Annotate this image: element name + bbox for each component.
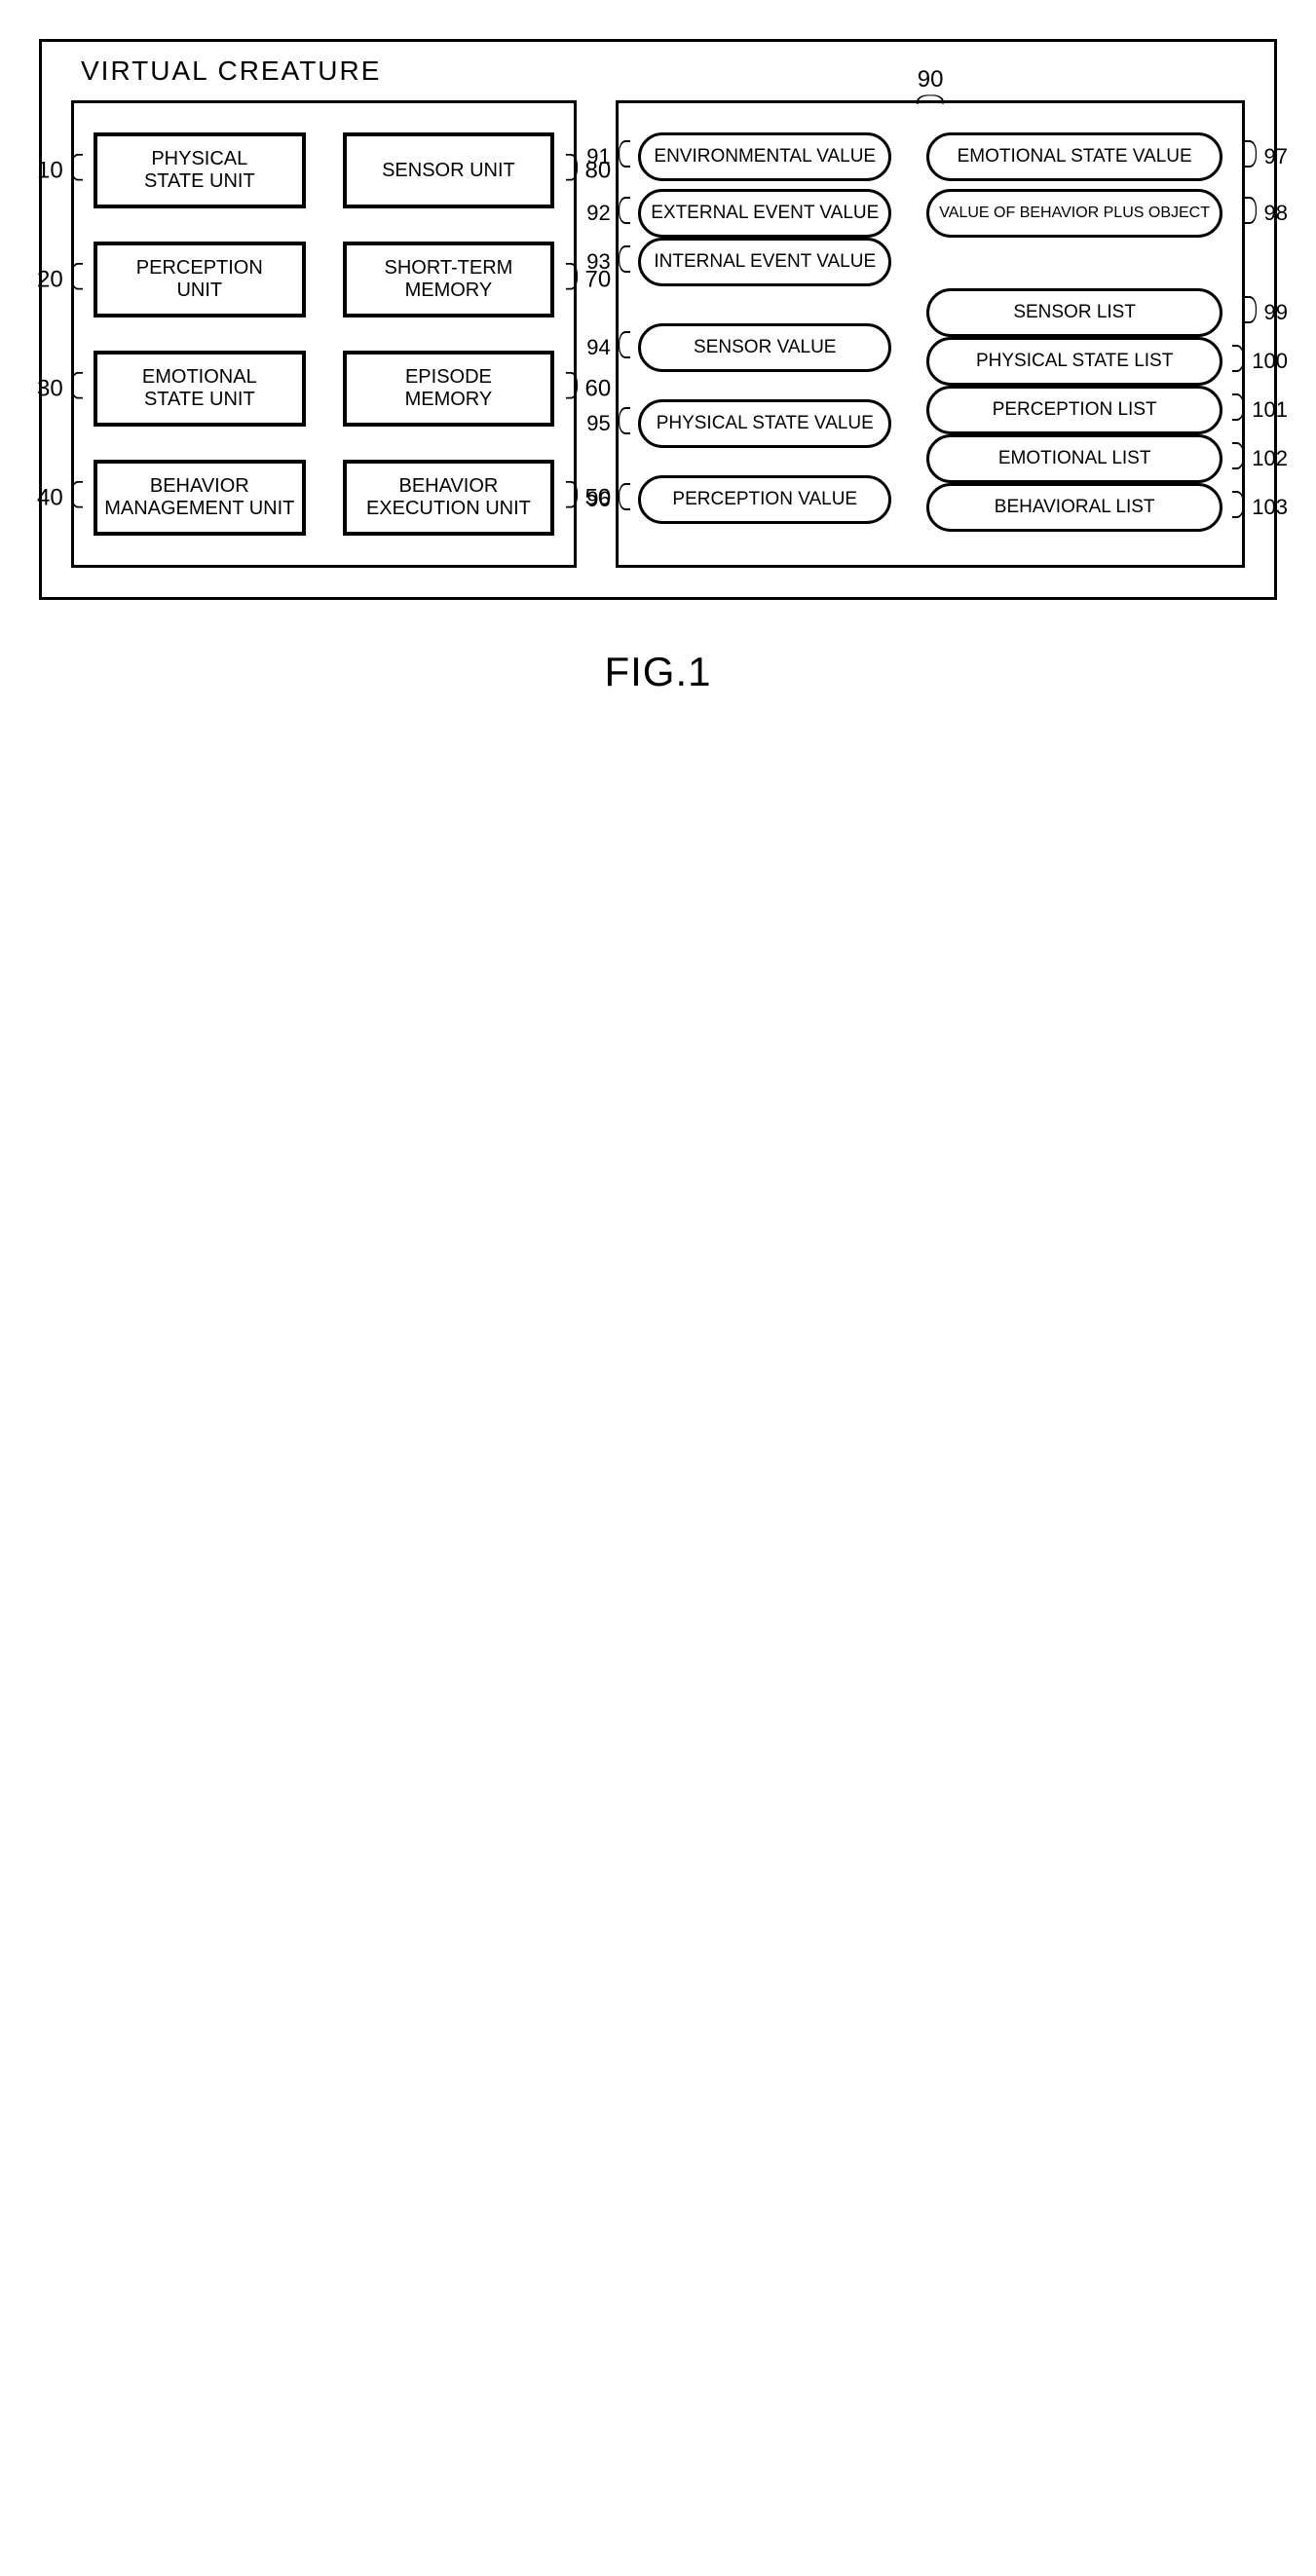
- ref-num: 91: [586, 140, 633, 173]
- pill: EMOTIONAL LIST102: [926, 434, 1222, 483]
- units-panel: PHYSICALSTATE UNIT10 SENSOR UNIT80 PERCEPT…: [71, 100, 577, 568]
- ref-num: 101: [1228, 393, 1288, 427]
- ref-num: 102: [1228, 442, 1288, 475]
- pill: BEHAVIORAL LIST103: [926, 483, 1222, 532]
- unit-box: PERCEPTIONUNIT20: [94, 242, 306, 317]
- outer-title: VIRTUAL CREATURE: [81, 56, 381, 87]
- pill: SENSOR LIST99: [926, 288, 1222, 337]
- inner-grid: PHYSICALSTATE UNIT10 SENSOR UNIT80 PERCEPT…: [71, 100, 1245, 568]
- pill: EXTERNAL EVENT VALUE92: [638, 189, 891, 238]
- ref-num: 30: [37, 372, 87, 406]
- ref-num: 100: [1228, 345, 1288, 378]
- ref-num: 92: [586, 197, 633, 230]
- pill: EMOTIONAL STATE VALUE97: [926, 132, 1222, 181]
- pill-col-left: ENVIRONMENTAL VALUE91 EXTERNAL EVENT VALU…: [638, 132, 891, 532]
- unit-box: SENSOR UNIT80: [343, 132, 555, 208]
- ref-num: 99: [1241, 296, 1288, 329]
- virtual-creature-box: VIRTUAL CREATURE PHYSICALSTATE UNIT10 SEN…: [39, 39, 1277, 600]
- pill: ENVIRONMENTAL VALUE91: [638, 132, 891, 181]
- pill: SENSOR VALUE94: [638, 323, 891, 372]
- unit-box: EMOTIONALSTATE UNIT30: [94, 351, 306, 427]
- pill: INTERNAL EVENT VALUE93: [638, 238, 891, 286]
- unit-box: PHYSICALSTATE UNIT10: [94, 132, 306, 208]
- figure: VIRTUAL CREATURE PHYSICALSTATE UNIT10 SEN…: [39, 39, 1277, 695]
- ref-num: 96: [586, 483, 633, 516]
- pill: PERCEPTION VALUE96: [638, 475, 891, 524]
- ref-num: 93: [586, 245, 633, 279]
- ref-num: 103: [1228, 491, 1288, 524]
- unit-box: EPISODEMEMORY60: [343, 351, 555, 427]
- ref-num: 10: [37, 154, 87, 188]
- pill: PHYSICAL STATE VALUE95: [638, 399, 891, 448]
- pill: PERCEPTION LIST101: [926, 386, 1222, 434]
- ref-num: 20: [37, 263, 87, 297]
- blackboard-panel: 90 ENVIRONMENTAL VALUE91EXTERNAL EVENT V…: [616, 100, 1245, 568]
- pill: VALUE OF BEHAVIOR PLUS OBJECT98: [926, 189, 1222, 238]
- ref-num: 95: [586, 407, 633, 440]
- figure-caption: FIG.1: [39, 649, 1277, 695]
- pill-col-right: EMOTIONAL STATE VALUE97 VALUE OF BEHAVIOR…: [926, 132, 1222, 532]
- ref-num: 94: [586, 331, 633, 364]
- ref-num: 97: [1241, 140, 1288, 173]
- ref-num: 40: [37, 481, 87, 515]
- pill: PHYSICAL STATE LIST100: [926, 337, 1222, 386]
- ref-num: 98: [1241, 197, 1288, 230]
- unit-box: BEHAVIOREXECUTION UNIT50: [343, 460, 555, 536]
- blackboard-ref: 90: [917, 66, 944, 107]
- unit-box: SHORT-TERMMEMORY70: [343, 242, 555, 317]
- ref-num: 60: [562, 372, 612, 406]
- pill-grid: ENVIRONMENTAL VALUE91 EXTERNAL EVENT VALU…: [638, 132, 1222, 532]
- unit-box: BEHAVIORMANAGEMENT UNIT40: [94, 460, 306, 536]
